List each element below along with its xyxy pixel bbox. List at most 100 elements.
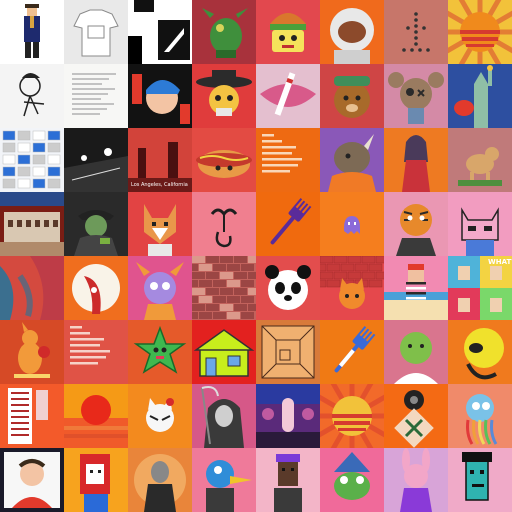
gallery-tile-tiger-suit-character[interactable] <box>384 192 448 256</box>
gallery-tile-sketch-room-drawing[interactable] <box>256 320 320 384</box>
gallery-tile-dotted-pattern-pink[interactable] <box>384 0 448 64</box>
gallery-tile-yellow-ball-creature[interactable] <box>448 320 512 384</box>
x-pattern-tile-thumbnail <box>394 390 434 448</box>
pink-bunny-dancer-thumbnail <box>400 448 432 512</box>
pixel-woman-red-hair-thumbnail <box>80 454 110 512</box>
gallery-tile-green-robot-dragon[interactable] <box>192 0 256 64</box>
cowboy-zombie-dark-thumbnail <box>74 210 118 256</box>
gallery-tile-black-white-geometric[interactable] <box>128 0 192 64</box>
gallery-tile-rainbow-octopus[interactable] <box>448 384 512 448</box>
rainbow-octopus-thumbnail <box>466 394 498 445</box>
gallery-tile-bald-green-man[interactable] <box>384 320 448 384</box>
gallery-tile-pixel-punk-teal[interactable] <box>448 448 512 512</box>
gallery-tile-ink-sketch-figure[interactable] <box>0 64 64 128</box>
pixel-character-blue-suit-thumbnail <box>24 4 40 58</box>
astronaut-helmet-thumbnail <box>330 8 374 64</box>
woman-red-dress-thumbnail <box>402 135 430 192</box>
gallery-tile-website-screenshot-collage[interactable] <box>0 128 64 192</box>
tile-caption: Los Angeles, California <box>131 182 188 189</box>
gallery-tile-cowboy-zombie-dark[interactable] <box>64 192 128 256</box>
gallery-tile-dark-female-portrait[interactable] <box>128 448 192 512</box>
kangaroo-boxer-thumbnail <box>14 322 50 378</box>
statue-liberty-cartoon-thumbnail <box>454 65 493 128</box>
gallery-tile-night-road-photo[interactable] <box>64 128 128 192</box>
gallery-tile-pixel-man-purple-hat[interactable] <box>256 448 320 512</box>
frog-blue-hat-thumbnail <box>334 452 370 500</box>
gallery-tile-graffiti-portrait[interactable] <box>128 64 192 128</box>
gallery-tile-small-purple-ghost[interactable] <box>320 192 384 256</box>
gallery-tile-woman-red-dress[interactable] <box>384 128 448 192</box>
gallery-tile-purple-fork[interactable] <box>256 192 320 256</box>
gallery-tile-panda-portrait[interactable] <box>256 256 320 320</box>
small-purple-ghost-thumbnail <box>344 216 360 234</box>
gallery-tile-retro-sunset-stripes[interactable] <box>448 0 512 64</box>
gallery-tile-statue-liberty-cartoon[interactable] <box>448 64 512 128</box>
gallery-tile-book-page-orange[interactable] <box>0 384 64 448</box>
gallery-tile-pink-bunny-dancer[interactable] <box>384 448 448 512</box>
gallery-tile-pink-cat-pixel[interactable] <box>448 192 512 256</box>
gallery-tile-grim-reaper-cyborg[interactable] <box>192 384 256 448</box>
gallery-tile-pixel-woman-red-hair[interactable] <box>64 448 128 512</box>
tiger-suit-character-thumbnail <box>396 204 436 256</box>
pixel-punk-teal-thumbnail <box>462 452 492 501</box>
gallery-tile-hotdog-character[interactable] <box>192 128 256 192</box>
gallery-tile-rhino-orange-hoodie[interactable] <box>320 128 384 192</box>
pixel-house-red-thumbnail <box>193 329 255 377</box>
gallery-tile-x-pattern-tile[interactable] <box>384 384 448 448</box>
gallery-tile-ear-question-mark[interactable] <box>192 192 256 256</box>
gallery-tile-frog-blue-hat[interactable] <box>320 448 384 512</box>
gallery-tile-red-sun-horizon[interactable] <box>64 384 128 448</box>
los-angeles-red-photo-thumbnail <box>128 128 192 178</box>
gallery-tile-los-angeles-red-photo[interactable]: Los Angeles, California <box>128 128 192 192</box>
voodoo-doll-pink-thumbnail <box>388 72 444 124</box>
text-metadata-card-red-thumbnail <box>70 326 110 365</box>
gallery-tile-lips-candy-cane[interactable] <box>256 64 320 128</box>
gallery-tile-bear-green-cap[interactable] <box>320 64 384 128</box>
gallery-tile-white-tshirt-drawing[interactable] <box>64 0 128 64</box>
gallery-tile-pixel-dog-grass[interactable] <box>448 128 512 192</box>
sailor-pixel-beach-thumbnail <box>384 264 448 320</box>
rhino-orange-hoodie-thumbnail <box>328 134 376 192</box>
panda-portrait-thumbnail <box>265 265 311 310</box>
gallery-tile-what-question-grid[interactable]: WHAT? <box>448 256 512 320</box>
gallery-tile-green-star-character[interactable] <box>128 320 192 384</box>
gallery-tile-cat-on-brick-wall[interactable] <box>320 256 384 320</box>
gallery-tile-red-flower-face[interactable] <box>64 256 128 320</box>
bear-green-cap-thumbnail <box>334 76 370 118</box>
purple-dream-scene-thumbnail <box>256 384 320 448</box>
gallery-tile-blue-white-fork[interactable] <box>320 320 384 384</box>
gallery-tile-sun-rays-stripes[interactable] <box>320 384 384 448</box>
gallery-tile-white-cat-mask[interactable] <box>128 384 192 448</box>
dotted-pattern-pink-thumbnail <box>402 12 430 52</box>
night-road-photo-thumbnail <box>64 148 128 192</box>
gallery-tile-astronaut-helmet[interactable] <box>320 0 384 64</box>
gallery-tile-burger-head-character[interactable] <box>256 0 320 64</box>
black-white-geometric-thumbnail <box>128 0 190 64</box>
ink-sketch-figure-thumbnail <box>19 73 45 117</box>
gallery-tile-purple-dream-scene[interactable] <box>256 384 320 448</box>
gallery-tile-handwritten-note[interactable] <box>64 64 128 128</box>
gallery-tile-duck-with-cigar[interactable] <box>192 448 256 512</box>
gallery-tile-pixel-house-red[interactable] <box>192 320 256 384</box>
gallery-tile-text-metadata-card-orange[interactable] <box>256 128 320 192</box>
red-flower-face-thumbnail <box>72 264 120 314</box>
gallery-tile-text-metadata-card-red[interactable] <box>64 320 128 384</box>
gallery-tile-ruined-brick-building[interactable] <box>0 192 64 256</box>
gallery-tile-voodoo-doll-pink[interactable] <box>384 64 448 128</box>
white-tshirt-drawing-thumbnail <box>73 9 119 57</box>
gallery-tile-kangaroo-boxer[interactable] <box>0 320 64 384</box>
lips-candy-cane-thumbnail <box>260 72 316 116</box>
bald-green-man-thumbnail <box>394 332 438 384</box>
grim-reaper-cyborg-thumbnail <box>201 386 244 448</box>
gallery-tile-man-red-shirt-portrait[interactable] <box>0 448 64 512</box>
gallery-tile-blue-red-abstract[interactable] <box>0 256 64 320</box>
gallery-tile-pixel-character-blue-suit[interactable] <box>0 0 64 64</box>
what-question-grid-thumbnail <box>448 256 512 320</box>
gallery-tile-fox-portrait-pixel[interactable] <box>128 192 192 256</box>
gallery-tile-sailor-pixel-beach[interactable] <box>384 256 448 320</box>
gallery-tile-skull-sombrero[interactable] <box>192 64 256 128</box>
gallery-tile-brick-noise-texture[interactable] <box>192 256 256 320</box>
handwritten-note-thumbnail <box>72 73 116 115</box>
blue-white-fork-thumbnail <box>334 326 376 373</box>
gallery-tile-purple-horn-creature[interactable] <box>128 256 192 320</box>
